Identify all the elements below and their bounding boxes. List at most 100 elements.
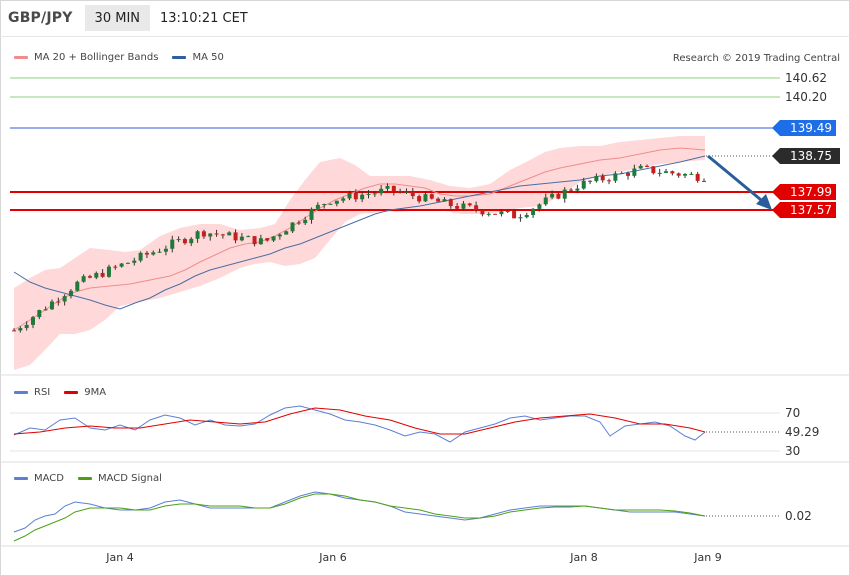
candle-body bbox=[518, 217, 523, 219]
candle-body bbox=[638, 165, 643, 169]
candle-body bbox=[265, 238, 270, 241]
candle-body bbox=[30, 317, 35, 325]
ma20-swatch bbox=[14, 56, 28, 59]
candle-body bbox=[360, 194, 365, 200]
candle-body bbox=[632, 168, 637, 176]
candle-body bbox=[366, 194, 371, 196]
ma50-legend-label: MA 50 bbox=[192, 52, 224, 63]
candle-body bbox=[43, 309, 48, 311]
x-tick-jan-9: Jan 9 bbox=[694, 551, 722, 564]
candle-body bbox=[600, 176, 605, 181]
candle-body bbox=[562, 189, 567, 199]
candle-body bbox=[37, 310, 42, 318]
candle-body bbox=[670, 171, 675, 174]
candle-body bbox=[410, 191, 415, 197]
candle-body bbox=[49, 301, 54, 310]
candle-body bbox=[537, 204, 542, 209]
candle-body bbox=[81, 276, 86, 282]
candle-body bbox=[163, 248, 168, 252]
candle-body bbox=[106, 266, 111, 277]
macd-swatch bbox=[14, 477, 28, 480]
level-label-140-20: 140.20 bbox=[785, 90, 827, 104]
candle-body bbox=[467, 203, 472, 206]
macd-legend-label: MACD bbox=[34, 473, 64, 484]
candle-body bbox=[62, 296, 67, 302]
candle-body bbox=[702, 180, 706, 182]
rsi-level-70: 70 bbox=[785, 406, 801, 420]
candle-body bbox=[455, 206, 460, 209]
candle-body bbox=[499, 211, 504, 215]
candle-body bbox=[550, 193, 555, 198]
candle-body bbox=[651, 166, 656, 174]
ma50-swatch bbox=[172, 56, 187, 59]
bollinger-band bbox=[14, 136, 705, 370]
rsi-swatch bbox=[14, 391, 28, 394]
candle-body bbox=[315, 204, 320, 209]
x-tick-jan-6: Jan 6 bbox=[319, 551, 347, 564]
symbol-label: GBP/JPY bbox=[8, 10, 73, 26]
candle-body bbox=[619, 173, 624, 175]
rsi-legend-label: RSI bbox=[34, 387, 51, 398]
x-tick-jan-4: Jan 4 bbox=[106, 551, 134, 564]
x-tick-jan-8: Jan 8 bbox=[570, 551, 598, 564]
candle-body bbox=[480, 210, 485, 215]
candle-body bbox=[417, 196, 422, 202]
candlestick-series bbox=[12, 164, 706, 333]
forecast-arrow bbox=[707, 154, 767, 206]
candle-body bbox=[208, 233, 213, 237]
candle-body bbox=[151, 252, 156, 255]
current-price-tag: 138.75 bbox=[772, 148, 840, 164]
candle-body bbox=[683, 173, 688, 176]
candle-body bbox=[18, 328, 23, 331]
candle-body bbox=[486, 213, 491, 215]
candle-body bbox=[474, 205, 479, 211]
candle-body bbox=[436, 198, 441, 202]
candle-body bbox=[100, 272, 105, 277]
macd-line bbox=[13, 491, 706, 533]
candle-body bbox=[201, 231, 206, 237]
candle-body bbox=[68, 290, 73, 297]
candle-body bbox=[588, 180, 593, 182]
candle-body bbox=[676, 173, 681, 176]
candle-body bbox=[227, 232, 232, 236]
level-tag-139-49: 139.49 bbox=[772, 120, 836, 136]
candle-body bbox=[524, 214, 529, 218]
candle-body bbox=[645, 165, 650, 167]
candle-body bbox=[385, 185, 390, 189]
candle-body bbox=[423, 194, 428, 202]
candle-body bbox=[347, 192, 352, 199]
ma20-line bbox=[13, 147, 706, 331]
candle-body bbox=[233, 232, 238, 241]
candle-body bbox=[258, 238, 263, 245]
candle-body bbox=[246, 236, 251, 238]
candle-body bbox=[334, 200, 339, 204]
timeframe-selector[interactable]: 30 MIN bbox=[84, 5, 150, 31]
ma20-legend-label: MA 20 + Bollinger Bands bbox=[34, 52, 159, 63]
candle-body bbox=[429, 194, 434, 199]
macd-signal-swatch bbox=[77, 477, 92, 480]
candle-body bbox=[493, 213, 498, 215]
level-tag-137-99: 137.99 bbox=[772, 184, 836, 200]
candle-body bbox=[512, 210, 517, 219]
candle-body bbox=[252, 236, 257, 245]
candle-body bbox=[56, 301, 61, 303]
rsi-ma-line bbox=[13, 407, 706, 435]
rsi-value-label: 49.29 bbox=[785, 425, 820, 439]
macd-signal-line bbox=[13, 493, 706, 542]
candle-body bbox=[448, 199, 453, 207]
candle-body bbox=[94, 272, 99, 278]
candle-body bbox=[138, 252, 143, 261]
candle-body bbox=[391, 185, 396, 192]
candle-body bbox=[575, 188, 580, 191]
candle-body bbox=[341, 198, 346, 201]
candle-body bbox=[372, 193, 377, 195]
candle-body bbox=[157, 251, 162, 253]
ma50-line bbox=[13, 155, 706, 310]
main-legend: MA 20 + Bollinger Bands MA 50 bbox=[14, 52, 224, 63]
candle-body bbox=[12, 330, 16, 332]
candle-body bbox=[379, 188, 384, 194]
candle-body bbox=[214, 233, 219, 235]
candle-body bbox=[75, 281, 80, 291]
candle-body bbox=[328, 203, 333, 205]
